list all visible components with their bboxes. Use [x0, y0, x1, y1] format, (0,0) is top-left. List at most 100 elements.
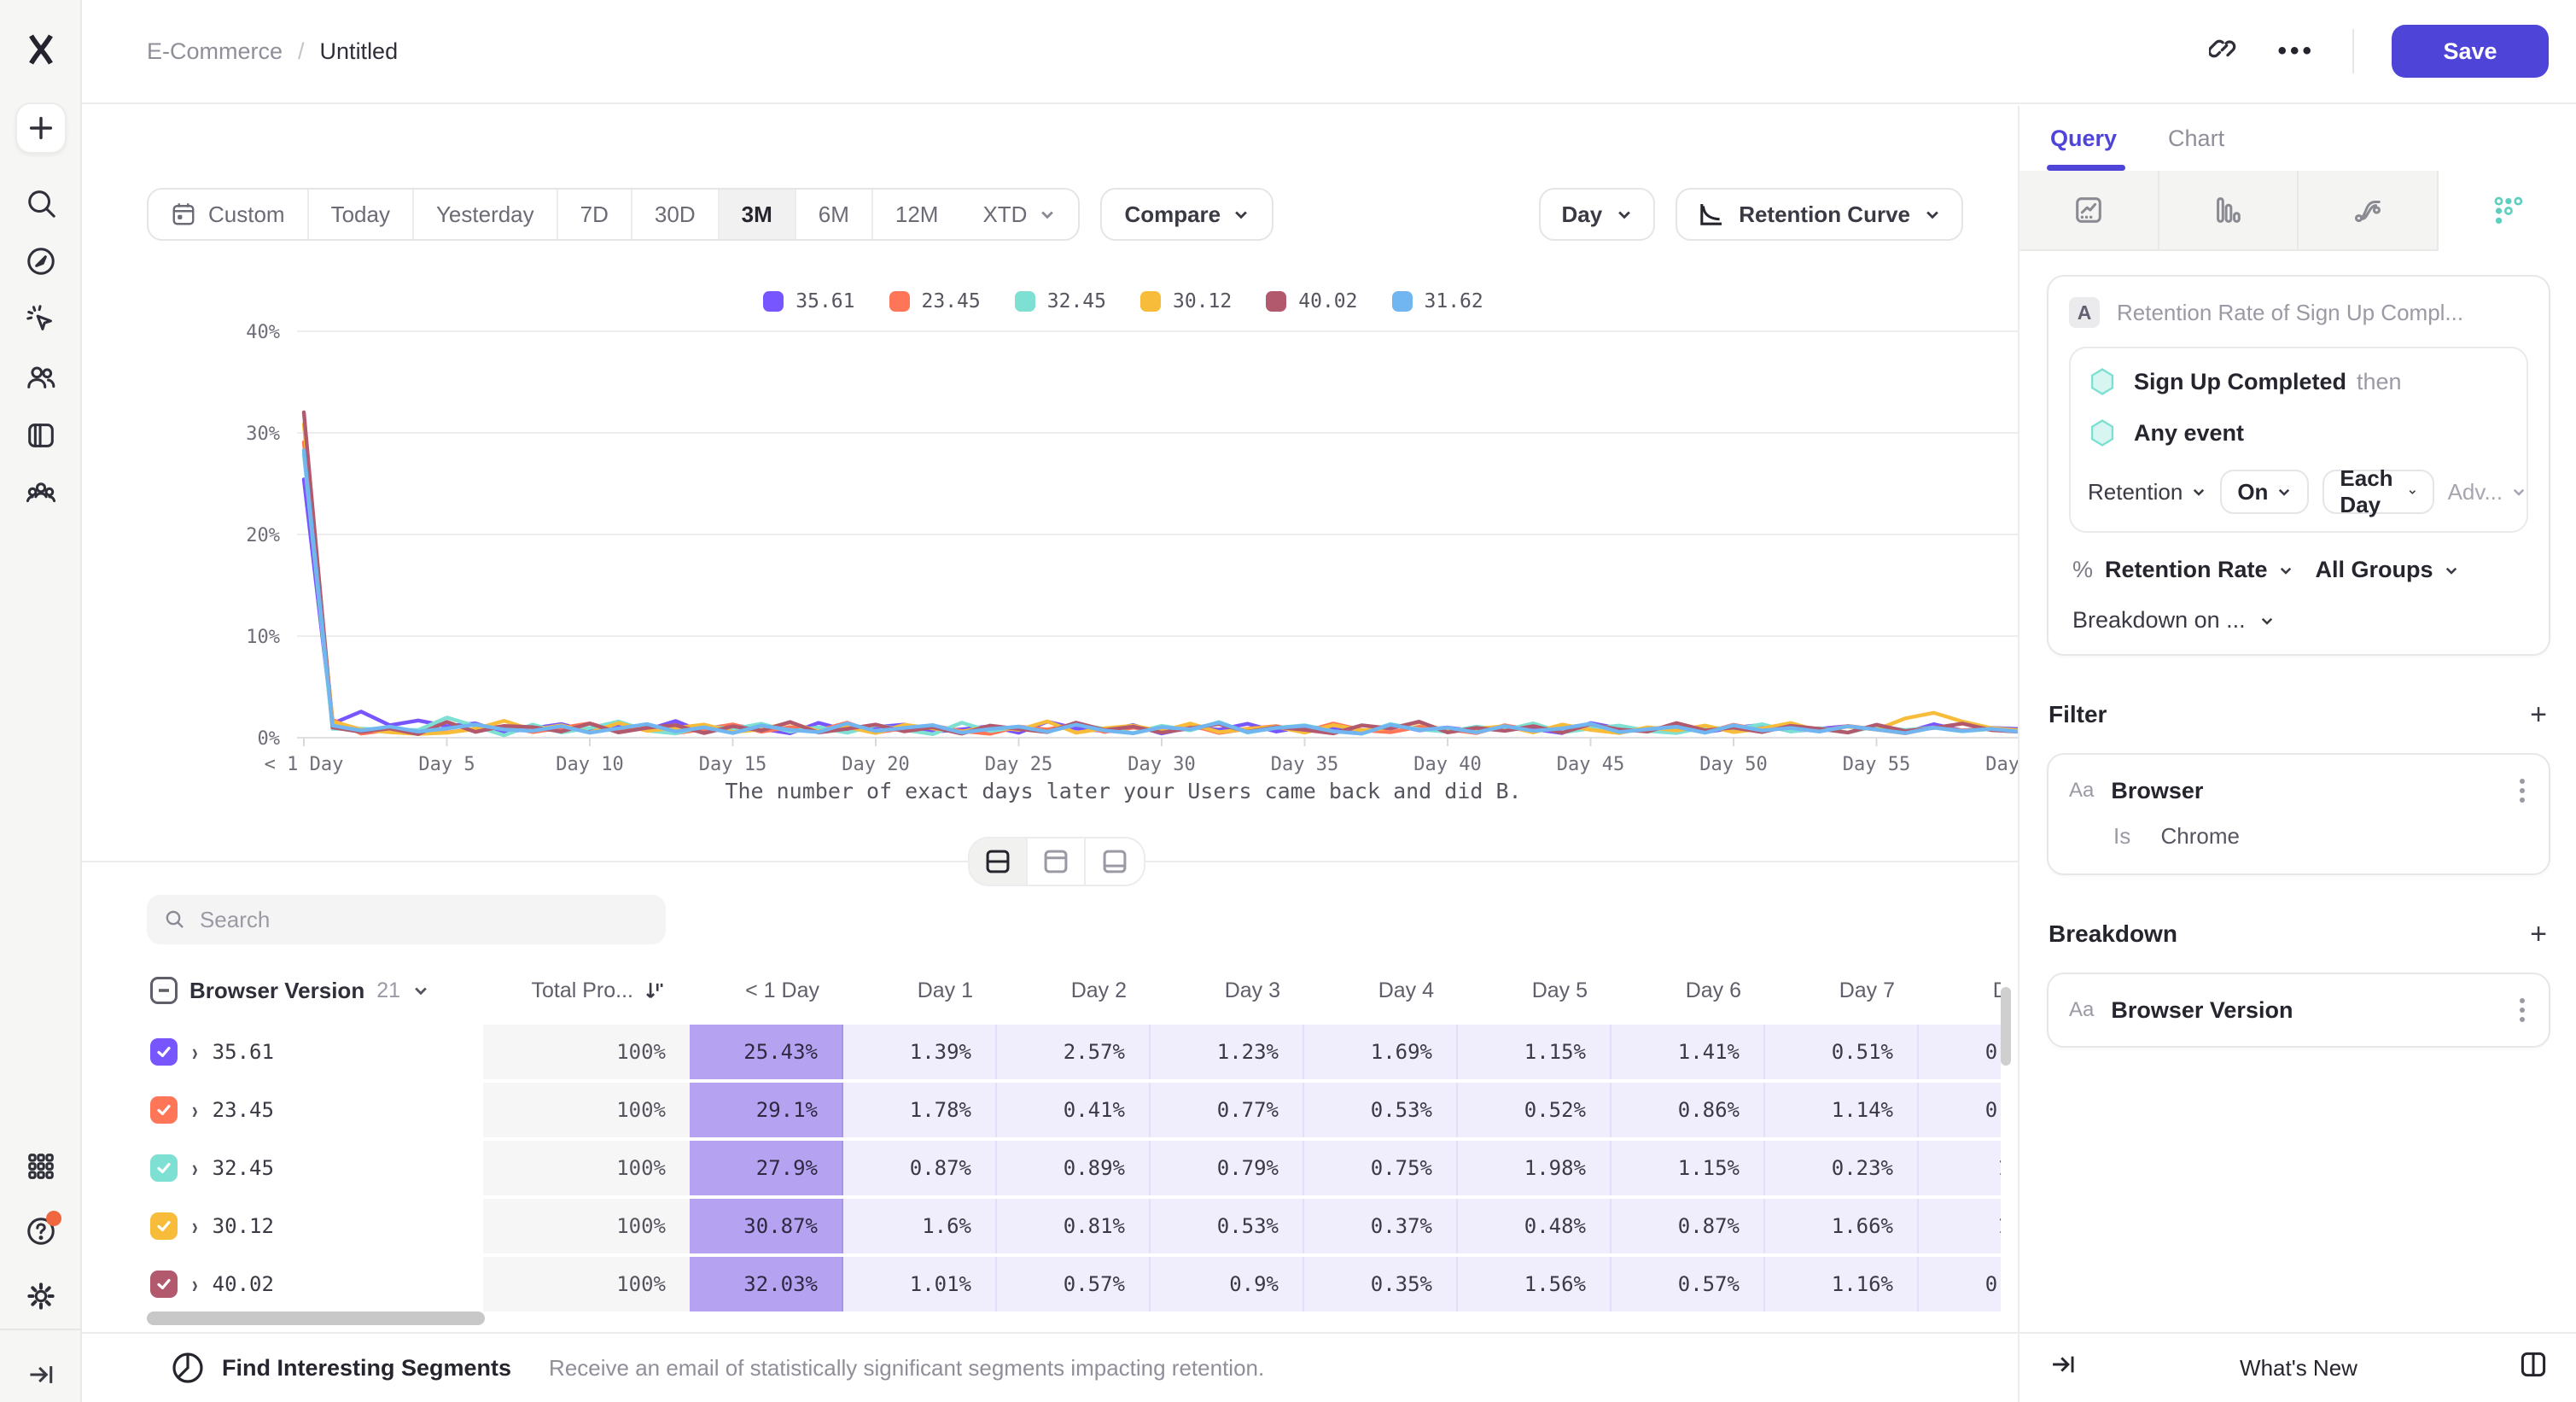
expand-row-icon[interactable]: › — [191, 1153, 198, 1182]
retention-cell[interactable]: 0.35% — [1304, 1257, 1458, 1311]
legend-item[interactable]: 30.12 — [1140, 290, 1232, 313]
help-icon[interactable] — [0, 1206, 82, 1257]
vertical-scrollbar[interactable] — [2001, 987, 2011, 1066]
date-range-custom[interactable]: Custom — [149, 190, 309, 239]
mixpanel-logo-icon[interactable] — [0, 24, 82, 75]
groups-dropdown[interactable]: All Groups — [2316, 557, 2459, 583]
legend-item[interactable]: 40.02 — [1266, 290, 1358, 313]
legend-item[interactable]: 32.45 — [1014, 290, 1106, 313]
date-range-6m[interactable]: 6M — [796, 190, 873, 239]
each-day-dropdown[interactable]: Each Day — [2322, 465, 2434, 517]
cursor-click-icon[interactable] — [0, 294, 82, 345]
retention-cell[interactable]: 0.87% — [843, 1141, 997, 1195]
filter-property[interactable]: Browser — [2111, 777, 2204, 803]
retention-cell[interactable]: 27.9% — [690, 1141, 843, 1195]
retention-cell[interactable]: 0.23% — [1765, 1141, 1919, 1195]
expand-row-icon[interactable]: › — [191, 1211, 198, 1240]
date-range-3m[interactable]: 3M — [719, 190, 796, 239]
side-by-side-icon[interactable] — [2518, 1349, 2549, 1387]
date-range-30d[interactable]: 30D — [632, 190, 720, 239]
on-dropdown[interactable]: On — [2220, 470, 2310, 514]
collapse-panel-icon[interactable] — [2049, 1350, 2078, 1386]
legend-item[interactable]: 31.62 — [1391, 290, 1483, 313]
retention-cell[interactable]: 1.16% — [1765, 1257, 1919, 1311]
group-column-header[interactable]: Browser Version — [189, 977, 365, 1003]
retention-cell[interactable]: 1.23% — [1151, 1025, 1304, 1079]
filter-options-kebab-icon[interactable] — [2516, 775, 2528, 806]
chart-only-view-button[interactable] — [1028, 838, 1086, 885]
chevron-down-icon[interactable] — [412, 982, 429, 999]
retention-cell[interactable]: 0.77% — [1151, 1083, 1304, 1137]
report-type-funnel-bars-icon[interactable] — [2159, 171, 2299, 251]
report-type-insights-chart-icon[interactable] — [2019, 171, 2159, 251]
date-range-today[interactable]: Today — [309, 190, 414, 239]
advanced-dropdown[interactable]: Adv... — [2448, 479, 2527, 505]
retention-cell[interactable]: 0.52% — [1458, 1083, 1611, 1137]
search-icon[interactable] — [0, 178, 82, 229]
cohort-icon[interactable] — [0, 468, 82, 519]
day-column-header[interactable]: Day 4 — [1378, 978, 1434, 1002]
day-column-header[interactable]: Day 2 — [1070, 978, 1127, 1002]
retention-cell[interactable]: 0.51% — [1765, 1025, 1919, 1079]
breakdown-on-dropdown[interactable]: Breakdown on ... — [2072, 607, 2525, 634]
retention-cell[interactable]: 1.1% — [1919, 1199, 2001, 1253]
date-range-yesterday[interactable]: Yesterday — [414, 190, 558, 239]
create-new-button[interactable] — [15, 102, 67, 154]
retention-cell[interactable]: 0.88% — [1919, 1257, 2001, 1311]
retention-line-chart[interactable]: 0% 10% 20% 30% 40% < 1 Day Day 5 Day 10 Day 15 Da… — [150, 311, 2053, 782]
total-column-header[interactable]: Total Pro... — [483, 967, 690, 1014]
retention-cell[interactable]: 25.43% — [690, 1025, 843, 1079]
retention-cell[interactable]: 0.62% — [1919, 1083, 2001, 1137]
retention-cell[interactable]: 1.69% — [1304, 1025, 1458, 1079]
retention-cell[interactable]: 0.9% — [1151, 1257, 1304, 1311]
expand-row-icon[interactable]: › — [191, 1095, 198, 1124]
day-column-header[interactable]: Day 7 — [1839, 978, 1895, 1002]
row-checkbox[interactable] — [150, 1038, 178, 1066]
retention-cell[interactable]: 0.86% — [1611, 1083, 1765, 1137]
retention-cell[interactable]: 30.87% — [690, 1199, 843, 1253]
retention-cell[interactable]: 0.53% — [1151, 1199, 1304, 1253]
retention-cell[interactable]: 0.57% — [997, 1257, 1151, 1311]
query-title[interactable]: Retention Rate of Sign Up Compl... — [2117, 299, 2464, 325]
segments-title[interactable]: Find Interesting Segments — [222, 1354, 512, 1381]
retention-cell[interactable]: 1.66% — [1765, 1199, 1919, 1253]
save-button[interactable]: Save — [2392, 25, 2549, 78]
expand-row-icon[interactable]: › — [191, 1269, 198, 1298]
split-view-button[interactable] — [970, 838, 1028, 885]
breadcrumb-current[interactable]: Untitled — [319, 38, 399, 64]
interesting-segments-bar[interactable]: Find Interesting Segments Receive an ema… — [82, 1332, 2018, 1402]
day-column-header[interactable]: Day 1 — [917, 978, 973, 1002]
retention-cell[interactable]: 1.01% — [843, 1257, 997, 1311]
metric-dropdown[interactable]: Retention Rate — [2105, 557, 2293, 583]
tab-query[interactable]: Query — [2050, 125, 2118, 151]
day-column-header[interactable]: Day 8 — [1919, 967, 2001, 1014]
gear-icon[interactable] — [0, 1271, 82, 1322]
retention-cell[interactable]: 0.81% — [997, 1199, 1151, 1253]
retention-cell[interactable]: 0.53% — [1304, 1083, 1458, 1137]
retention-cell[interactable]: 1.2% — [1919, 1141, 2001, 1195]
retention-cell[interactable]: 1.15% — [1611, 1141, 1765, 1195]
retention-cell[interactable]: 0.75% — [1304, 1141, 1458, 1195]
date-range-xtd[interactable]: XTD — [960, 190, 1078, 239]
compare-button[interactable]: Compare — [1100, 188, 1274, 241]
chart-type-dropdown[interactable]: Retention Curve — [1676, 188, 1963, 241]
row-checkbox[interactable] — [150, 1212, 178, 1240]
table-only-view-button[interactable] — [1086, 838, 1144, 885]
day-column-header[interactable]: Day 3 — [1224, 978, 1280, 1002]
retention-cell[interactable]: 0.87% — [1611, 1199, 1765, 1253]
filter-operator[interactable]: Is — [2113, 823, 2131, 849]
retention-cell[interactable]: 0.89% — [997, 1141, 1151, 1195]
retention-cell[interactable]: 29.1% — [690, 1083, 843, 1137]
retention-cell[interactable]: 1.41% — [1611, 1025, 1765, 1079]
day-column-header[interactable]: < 1 Day — [745, 978, 819, 1002]
row-checkbox[interactable] — [150, 1096, 178, 1124]
retention-cell[interactable]: 1.15% — [1458, 1025, 1611, 1079]
retention-cell[interactable]: 1.6% — [843, 1199, 997, 1253]
retention-cell[interactable]: 0.79% — [1151, 1141, 1304, 1195]
compass-icon[interactable] — [0, 236, 82, 287]
expand-row-icon[interactable]: › — [191, 1037, 198, 1066]
retention-cell[interactable]: 1.39% — [843, 1025, 997, 1079]
filter-value[interactable]: Chrome — [2160, 823, 2240, 849]
legend-item[interactable]: 35.61 — [763, 290, 855, 313]
add-breakdown-button[interactable]: + — [2530, 918, 2547, 950]
